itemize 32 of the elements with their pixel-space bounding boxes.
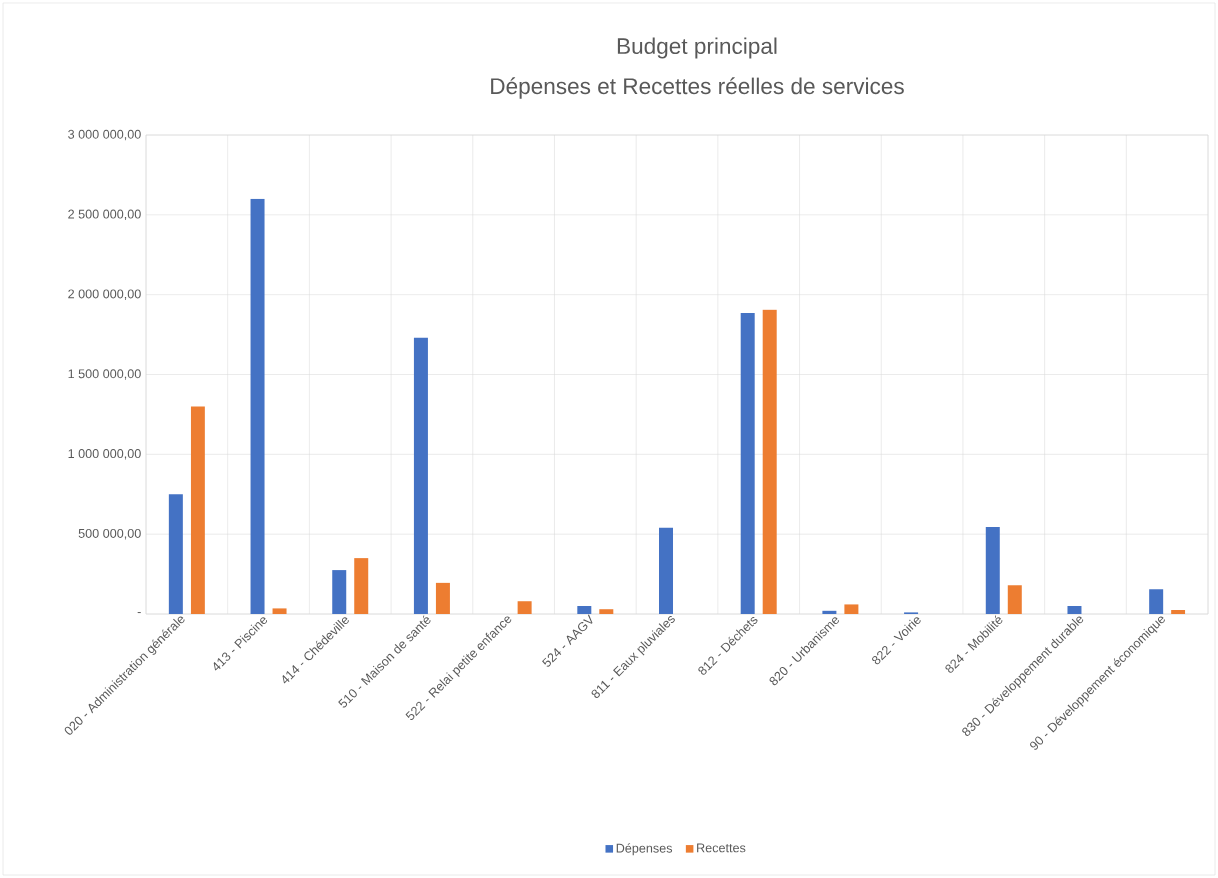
y-tick-label: 3 000 000,00 — [68, 129, 141, 141]
bar — [413, 337, 428, 614]
legend-label: Recettes — [697, 843, 746, 853]
bar — [985, 526, 1000, 614]
bar — [1171, 610, 1186, 614]
chart-title: Budget principal — [617, 37, 777, 59]
y-tick-label: 2 000 000,00 — [68, 289, 141, 300]
bar — [168, 494, 183, 614]
bar — [1149, 589, 1164, 614]
y-tick-label: 500 000,00 — [78, 528, 141, 540]
bar — [435, 582, 450, 614]
y-tick-label: 2 500 000,00 — [68, 209, 141, 221]
bar — [740, 313, 755, 614]
y-tick-label: - — [137, 612, 141, 614]
bar — [250, 198, 265, 614]
bar — [332, 570, 347, 614]
bar — [517, 601, 532, 614]
legend-label: Dépenses — [616, 843, 673, 856]
bar — [190, 406, 205, 614]
y-tick-label: 1 000 000,00 — [68, 449, 141, 460]
bar — [599, 609, 614, 614]
bar — [1067, 606, 1082, 614]
bar — [762, 309, 777, 614]
bar — [272, 608, 287, 614]
bar — [844, 604, 859, 614]
bar — [1007, 585, 1022, 614]
chart-subtitle: Dépenses et Recettes réelles de services — [491, 77, 904, 99]
bar — [577, 606, 592, 614]
bar — [659, 527, 674, 614]
bar — [354, 558, 369, 614]
y-tick-label: 1 500 000,00 — [68, 369, 141, 380]
bar — [822, 610, 837, 614]
